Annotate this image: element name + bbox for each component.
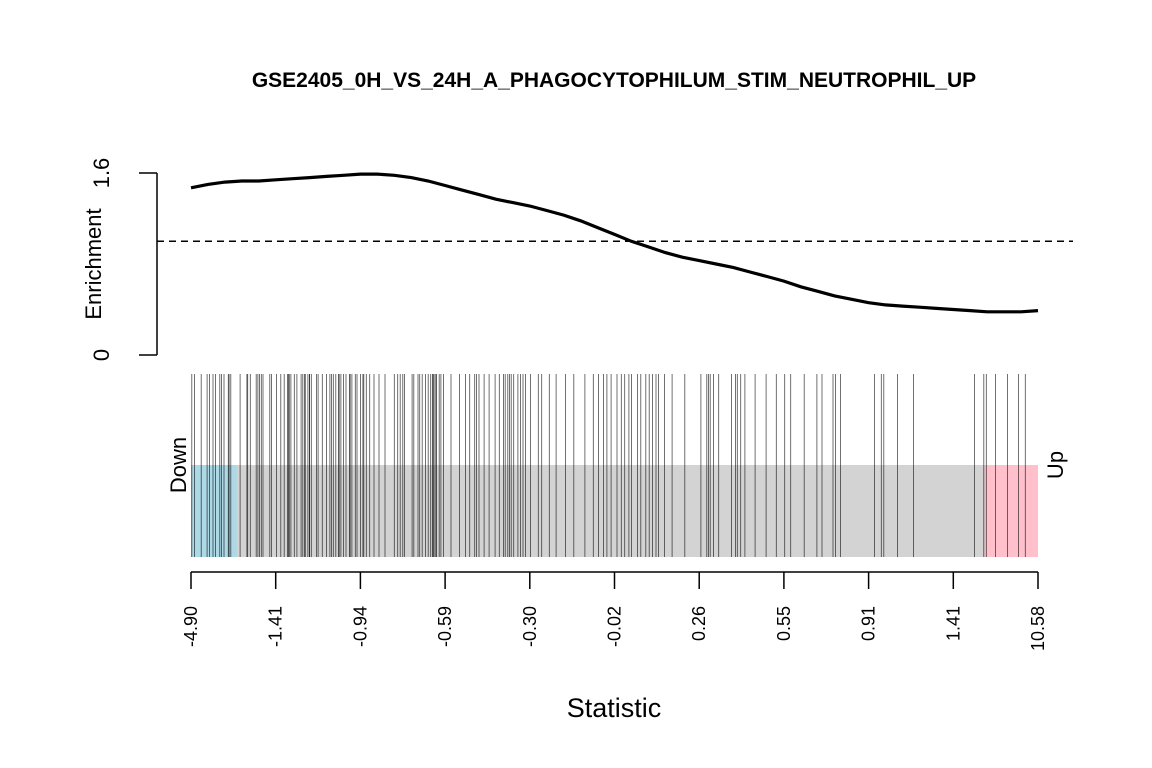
middle-region-rect (191, 465, 1038, 557)
down-region-rect (191, 465, 237, 557)
up-label: Up (1043, 451, 1068, 479)
x-tick-label: 0.91 (859, 606, 879, 641)
x-tick-label: 0.26 (689, 606, 709, 641)
y-tick-label-top: 1.6 (89, 158, 114, 189)
x-tick-label: -0.94 (350, 606, 370, 647)
x-tick-label: -4.90 (181, 606, 201, 647)
x-tick-label: 1.41 (943, 606, 963, 641)
up-region-rect (984, 465, 1038, 557)
x-axis: -4.90 -1.41 -0.94 -0.59 -0.30 -0.02 0.26 0.55 0.… (181, 571, 1048, 723)
barcode-panel: Down Up (166, 374, 1068, 557)
x-tick-label: -0.59 (435, 606, 455, 647)
y-axis-label: Enrichment (81, 208, 106, 319)
chart-title: GSE2405_0H_VS_24H_A_PHAGOCYTOPHILUM_STIM… (252, 69, 976, 92)
down-label: Down (166, 437, 191, 493)
x-tick-label: -0.02 (605, 606, 625, 647)
y-tick-label-bottom: 0 (89, 349, 114, 361)
x-axis-label: Statistic (567, 693, 662, 723)
x-ticks: -4.90 -1.41 -0.94 -0.59 -0.30 -0.02 0.26 0.55 0.… (181, 572, 1048, 651)
x-tick-label: 0.55 (774, 606, 794, 641)
x-tick-label: 10.58 (1028, 606, 1048, 651)
x-tick-label: -0.30 (520, 606, 540, 647)
x-tick-label: -1.41 (266, 606, 286, 647)
enrichment-curve (190, 172, 1039, 314)
y-axis: 1.6 0 Enrichment (81, 158, 158, 361)
gene-lines (191, 374, 1026, 557)
